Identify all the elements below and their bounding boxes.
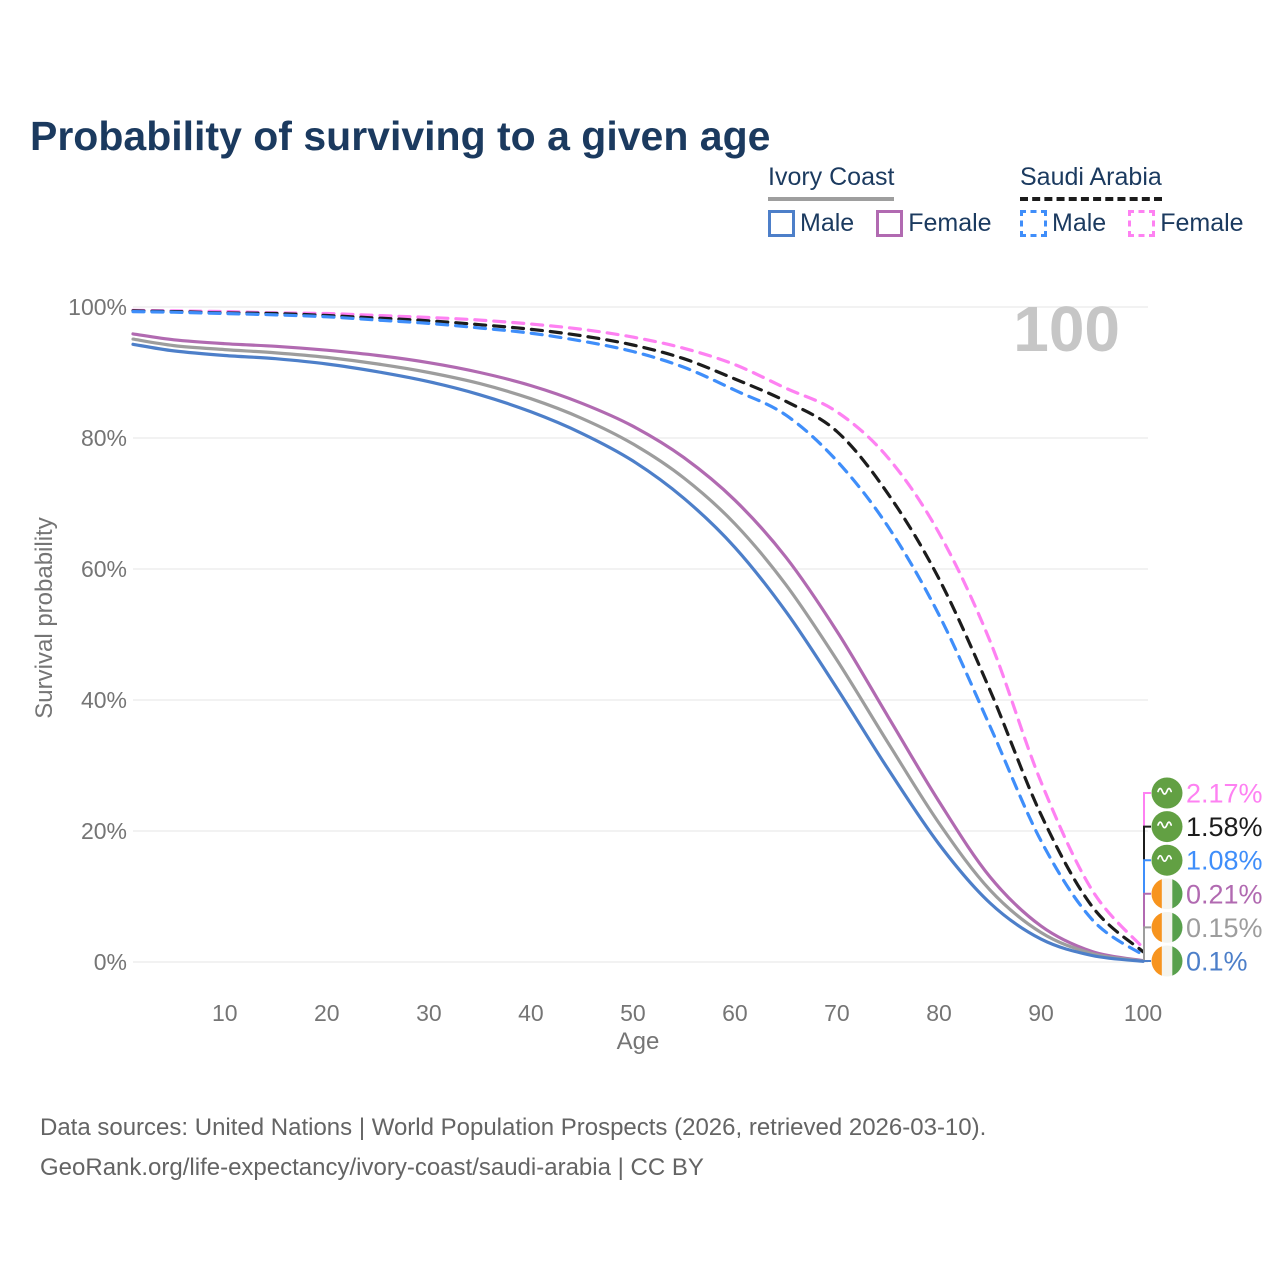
end-value-label-saudi-arabia-female: 2.17% — [1186, 779, 1263, 809]
legend-title-ivory-coast: Ivory Coast — [768, 163, 895, 201]
x-tick-label: 90 — [1028, 1000, 1054, 1026]
saudi-arabia-flag-icon — [1151, 777, 1183, 809]
x-tick-label: 100 — [1124, 1000, 1162, 1026]
x-tick-label: 60 — [722, 1000, 748, 1026]
legend-group-ivory-coast: Ivory Coast Male Female — [768, 163, 992, 238]
x-tick-label: 40 — [518, 1000, 544, 1026]
series-line-saudi-arabia-both-sexes[interactable] — [131, 309, 1145, 954]
data-sources-line: Data sources: United Nations | World Pop… — [40, 1114, 987, 1141]
label-connector-ivory-coast-both-sexes — [1143, 926, 1151, 961]
legend-label: Female — [1160, 209, 1244, 237]
x-tick-label: 80 — [926, 1000, 952, 1026]
hover-age-indicator: 100 — [1013, 293, 1120, 365]
end-value-label-ivory-coast-female: 0.21% — [1186, 879, 1263, 909]
legend-item-saudi-arabia-female[interactable]: Female — [1128, 209, 1244, 238]
legend-row-saudi-arabia: Male Female — [1020, 209, 1244, 238]
x-tick-label: 70 — [824, 1000, 850, 1026]
series-line-ivory-coast-both-sexes[interactable] — [131, 337, 1145, 963]
legend-item-saudi-arabia-male[interactable]: Male — [1020, 209, 1106, 238]
legend-label: Male — [800, 209, 855, 237]
x-axis-title: Age — [616, 1028, 660, 1055]
y-tick-label: 20% — [81, 818, 127, 844]
y-tick-label: 100% — [68, 294, 127, 320]
ivory-coast-flag-icon — [1151, 911, 1183, 943]
saudi-arabia-flag-icon — [1151, 844, 1183, 876]
legend-item-ivory-coast-male[interactable]: Male — [768, 209, 854, 238]
ivory-coast-flag-icon — [1151, 945, 1183, 977]
x-tick-label: 50 — [620, 1000, 646, 1026]
x-tick-label: 20 — [314, 1000, 340, 1026]
ivory-coast-male-swatch-icon — [768, 210, 795, 237]
saudi-arabia-flag-icon — [1151, 811, 1183, 843]
series-line-saudi-arabia-male[interactable] — [131, 310, 1145, 957]
end-value-label-ivory-coast-male: 0.1% — [1186, 947, 1248, 977]
saudi-arabia-female-swatch-icon — [1128, 210, 1156, 237]
y-tick-label: 80% — [81, 425, 127, 451]
end-value-label-saudi-arabia-both-sexes: 1.58% — [1186, 812, 1263, 842]
footer: Data sources: United Nations | World Pop… — [40, 1108, 986, 1188]
series-line-saudi-arabia-female[interactable] — [131, 308, 1145, 950]
y-axis-title: Survival probability — [31, 517, 58, 719]
y-tick-label: 0% — [94, 949, 127, 975]
legend-row-ivory-coast: Male Female — [768, 209, 992, 238]
saudi-arabia-male-swatch-icon — [1020, 210, 1047, 237]
y-tick-label: 40% — [81, 687, 127, 713]
legend-item-ivory-coast-female[interactable]: Female — [876, 209, 992, 238]
label-connector-saudi-arabia-male — [1143, 859, 1151, 955]
label-connector-saudi-arabia-female — [1143, 792, 1151, 948]
series-line-ivory-coast-female[interactable] — [131, 332, 1145, 963]
legend-label: Male — [1052, 209, 1107, 237]
series-line-ivory-coast-male[interactable] — [131, 342, 1145, 963]
legend-group-saudi-arabia: Saudi Arabia Male Female — [1020, 163, 1244, 238]
attribution-line: GeoRank.org/life-expectancy/ivory-coast/… — [40, 1154, 704, 1181]
legend-label: Female — [908, 209, 992, 237]
legend-title-saudi-arabia: Saudi Arabia — [1020, 163, 1162, 201]
ivory-coast-female-swatch-icon — [876, 210, 904, 237]
x-tick-label: 10 — [212, 1000, 238, 1026]
end-value-label-ivory-coast-both-sexes: 0.15% — [1186, 913, 1263, 943]
x-tick-label: 30 — [416, 1000, 442, 1026]
label-connector-saudi-arabia-both-sexes — [1143, 825, 1151, 952]
page-title: Probability of surviving to a given age — [30, 113, 771, 160]
ivory-coast-flag-icon — [1151, 878, 1183, 910]
y-tick-label: 60% — [81, 556, 127, 582]
end-value-label-saudi-arabia-male: 1.08% — [1186, 846, 1263, 876]
